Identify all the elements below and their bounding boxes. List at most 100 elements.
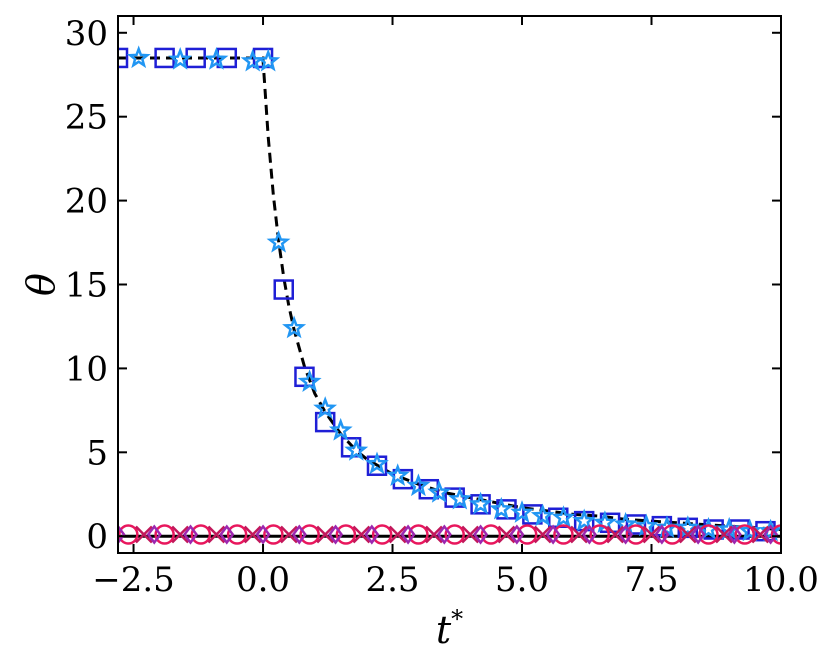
circle-marker xyxy=(118,524,139,545)
y-tick-label: 30 xyxy=(65,14,108,54)
circle-marker xyxy=(371,524,393,545)
x-axis-label-superscript: * xyxy=(451,605,463,633)
x-marker xyxy=(425,525,443,544)
circle-marker xyxy=(444,524,465,545)
x-marker xyxy=(388,525,407,544)
y-tick-label: 5 xyxy=(86,433,108,473)
x-marker xyxy=(751,525,770,544)
x-marker xyxy=(570,525,588,544)
diamond-marker xyxy=(509,524,525,545)
diamond-marker xyxy=(473,524,489,545)
x-marker xyxy=(497,525,516,544)
circle-marker xyxy=(770,524,781,545)
series-5 xyxy=(135,525,770,544)
square-marker xyxy=(216,47,238,69)
x-tick-label: 7.5 xyxy=(624,560,678,600)
x-marker xyxy=(207,525,226,544)
square-marker xyxy=(522,504,543,525)
x-marker xyxy=(280,525,298,544)
star-marker xyxy=(468,491,493,515)
x-tick-label: 0.0 xyxy=(236,560,290,600)
star-marker xyxy=(126,45,151,69)
circle-marker xyxy=(263,524,284,545)
x-marker xyxy=(678,525,697,544)
y-tick-label: 15 xyxy=(65,266,108,306)
star-marker xyxy=(313,396,338,419)
circle-marker xyxy=(408,524,429,545)
y-tick-label: 10 xyxy=(65,349,108,389)
circle-marker xyxy=(734,524,755,545)
circle-marker xyxy=(299,524,320,545)
diamond-marker xyxy=(545,524,561,545)
star-marker xyxy=(364,451,389,475)
x-tick-label: −2.5 xyxy=(92,560,175,600)
series-0 xyxy=(118,56,781,531)
x-axis-label-main: t xyxy=(436,608,452,652)
dashed-fit-line xyxy=(118,56,781,531)
star-marker xyxy=(328,417,353,441)
diamond-marker xyxy=(726,524,742,545)
star-marker xyxy=(551,505,576,528)
y-tick-label: 0 xyxy=(86,517,108,557)
x-tick-label: 2.5 xyxy=(365,560,419,600)
x-marker xyxy=(135,525,153,544)
series-6 xyxy=(118,524,779,545)
axis-tick-labels: −2.5 0.0 2.5 5.0 7.5 10.0 0 5 10 15 20 25 30 xyxy=(65,14,819,600)
x-tick-label: 5.0 xyxy=(495,560,549,600)
y-tick-label: 20 xyxy=(65,182,108,222)
diamond-marker xyxy=(400,524,416,545)
star-marker xyxy=(758,518,781,542)
diamond-marker xyxy=(763,524,779,545)
circle-marker xyxy=(516,524,538,545)
square-marker xyxy=(118,47,129,69)
circle-marker xyxy=(698,524,719,545)
diamond-marker xyxy=(690,524,706,545)
x-marker xyxy=(352,525,371,544)
star-marker xyxy=(427,480,452,503)
diamond-marker xyxy=(581,524,597,545)
star-marker xyxy=(530,503,555,527)
diamond-marker xyxy=(436,524,452,545)
circle-marker xyxy=(335,524,357,545)
circle-marker xyxy=(190,524,212,545)
circle-marker xyxy=(625,524,647,545)
star-marker xyxy=(489,496,514,520)
circle-marker xyxy=(480,524,502,545)
star-marker xyxy=(447,486,472,510)
square-marker xyxy=(625,514,647,535)
diamond-marker xyxy=(219,524,235,545)
diamond-marker xyxy=(291,524,307,545)
x-marker xyxy=(715,525,733,544)
diamond-marker xyxy=(618,524,634,545)
diamond-marker xyxy=(255,524,271,545)
square-marker xyxy=(273,279,294,300)
x-tick-label: 10.0 xyxy=(743,560,819,600)
star-marker xyxy=(738,518,762,542)
star-marker xyxy=(204,46,229,70)
series-2 xyxy=(118,47,776,542)
series-4 xyxy=(118,524,781,545)
x-marker xyxy=(461,525,480,544)
star-marker xyxy=(256,48,281,72)
plot-area xyxy=(118,45,781,545)
star-marker xyxy=(675,515,700,538)
circle-marker xyxy=(154,524,175,545)
diamond-marker xyxy=(146,524,162,545)
y-axis-label: θ xyxy=(19,273,63,296)
diamond-marker xyxy=(364,524,380,545)
series-3 xyxy=(126,45,781,542)
x-marker xyxy=(243,525,262,544)
star-marker xyxy=(344,438,369,461)
circle-marker xyxy=(226,524,248,545)
diamond-marker xyxy=(327,524,344,545)
y-tick-label: 25 xyxy=(65,98,108,138)
star-marker xyxy=(266,229,291,253)
star-marker xyxy=(572,508,597,532)
x-marker xyxy=(533,525,552,544)
x-axis-label: t* xyxy=(436,605,463,652)
diamond-marker xyxy=(654,524,670,545)
star-marker xyxy=(282,315,307,339)
star-marker xyxy=(385,463,410,486)
star-marker xyxy=(510,500,535,523)
